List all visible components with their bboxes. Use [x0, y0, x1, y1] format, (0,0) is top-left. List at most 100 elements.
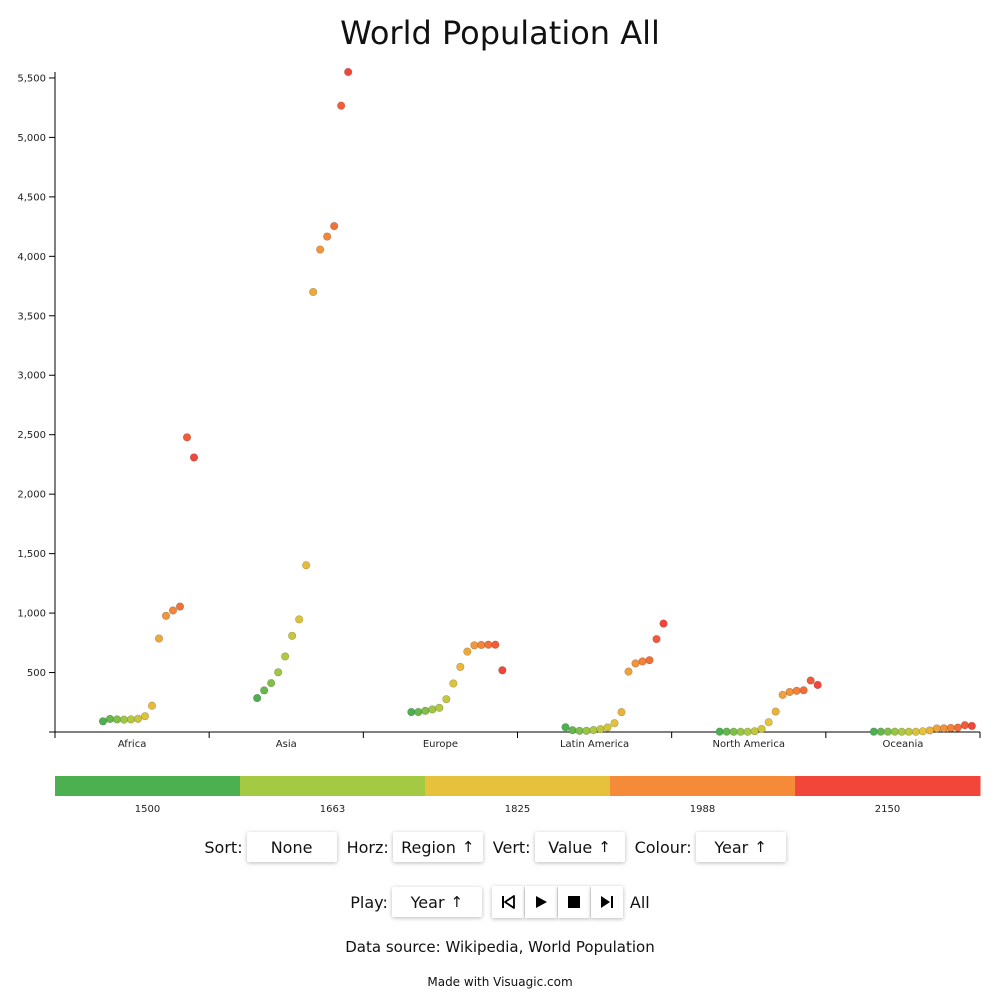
- axes: 500 1,000 1,500 2,000 2,500 3,000 3,500 4,000 4,…: [17, 72, 981, 750]
- data-point[interactable]: [428, 705, 437, 714]
- data-point[interactable]: [463, 647, 472, 656]
- vert-dropdown[interactable]: Value ↑: [534, 832, 625, 862]
- data-point[interactable]: [112, 715, 122, 724]
- data-point[interactable]: [442, 695, 451, 704]
- legend-swatch: [240, 776, 426, 796]
- data-point[interactable]: [414, 707, 423, 717]
- data-point[interactable]: [932, 724, 941, 733]
- data-point[interactable]: [456, 662, 465, 672]
- data-point[interactable]: [792, 686, 801, 695]
- data-point[interactable]: [757, 724, 766, 734]
- data-point[interactable]: [722, 727, 731, 736]
- data-point[interactable]: [449, 679, 458, 688]
- data-point[interactable]: [435, 703, 444, 712]
- colour-dropdown[interactable]: Year ↑: [695, 832, 786, 862]
- data-point[interactable]: [743, 727, 752, 736]
- stop-button[interactable]: [557, 886, 590, 918]
- vert-value: Value: [548, 837, 593, 857]
- data-point[interactable]: [182, 433, 192, 442]
- data-point[interactable]: [589, 725, 598, 735]
- data-point[interactable]: [771, 707, 780, 716]
- sort-dropdown[interactable]: None: [246, 832, 337, 862]
- data-point[interactable]: [168, 606, 178, 615]
- data-point[interactable]: [925, 726, 934, 735]
- data-point[interactable]: [869, 727, 878, 736]
- data-point[interactable]: [659, 619, 668, 628]
- chart-title: World Population All: [340, 14, 660, 52]
- data-point[interactable]: [189, 453, 199, 462]
- data-point[interactable]: [154, 634, 164, 643]
- data-point[interactable]: [883, 727, 892, 736]
- data-point[interactable]: [126, 715, 136, 724]
- data-point[interactable]: [140, 712, 150, 721]
- data-point[interactable]: [645, 656, 654, 665]
- data-point[interactable]: [421, 706, 430, 715]
- data-point[interactable]: [498, 666, 507, 675]
- play-button[interactable]: [524, 886, 557, 918]
- data-point[interactable]: [295, 615, 304, 624]
- data-point[interactable]: [729, 727, 738, 736]
- data-point[interactable]: [715, 727, 724, 736]
- data-point[interactable]: [596, 725, 605, 734]
- data-point[interactable]: [960, 721, 969, 730]
- data-point[interactable]: [302, 561, 311, 570]
- data-point[interactable]: [133, 714, 143, 723]
- data-point[interactable]: [274, 668, 283, 677]
- data-point[interactable]: [638, 657, 647, 666]
- data-point[interactable]: [330, 222, 339, 231]
- data-point[interactable]: [806, 676, 815, 685]
- data-point[interactable]: [407, 707, 416, 717]
- data-point[interactable]: [799, 686, 808, 695]
- data-point[interactable]: [260, 686, 269, 695]
- data-point[interactable]: [582, 726, 591, 735]
- data-point[interactable]: [750, 727, 759, 736]
- data-point[interactable]: [764, 718, 773, 727]
- data-point[interactable]: [491, 640, 500, 649]
- data-point[interactable]: [897, 727, 906, 736]
- data-point[interactable]: [610, 719, 619, 728]
- data-point[interactable]: [175, 602, 185, 611]
- data-point[interactable]: [477, 640, 486, 650]
- data-point[interactable]: [281, 652, 290, 661]
- data-point[interactable]: [617, 708, 626, 717]
- data-point[interactable]: [652, 635, 661, 644]
- data-point[interactable]: [813, 680, 822, 690]
- data-point[interactable]: [624, 667, 633, 676]
- data-point[interactable]: [568, 726, 577, 735]
- data-point[interactable]: [785, 687, 794, 697]
- data-point[interactable]: [561, 723, 570, 732]
- data-point[interactable]: [876, 727, 885, 736]
- data-point[interactable]: [736, 727, 745, 736]
- skip-to-start-button[interactable]: [491, 886, 524, 918]
- data-point[interactable]: [316, 245, 325, 254]
- data-point[interactable]: [323, 232, 332, 241]
- data-point[interactable]: [309, 287, 318, 297]
- data-point[interactable]: [98, 717, 108, 726]
- horz-dropdown[interactable]: Region ↑: [392, 832, 483, 862]
- data-point[interactable]: [288, 631, 297, 640]
- data-point[interactable]: [267, 679, 276, 688]
- data-point[interactable]: [967, 721, 976, 731]
- data-point[interactable]: [105, 714, 115, 724]
- skip-to-end-button[interactable]: [590, 886, 623, 918]
- data-point[interactable]: [890, 727, 899, 736]
- play-dropdown[interactable]: Year ↑: [391, 887, 482, 917]
- data-point[interactable]: [918, 727, 927, 736]
- data-point[interactable]: [778, 690, 787, 699]
- data-point[interactable]: [161, 611, 171, 620]
- data-point[interactable]: [470, 641, 479, 650]
- data-point[interactable]: [904, 727, 913, 736]
- data-point[interactable]: [946, 723, 955, 733]
- data-point[interactable]: [119, 715, 129, 724]
- data-point[interactable]: [344, 67, 353, 77]
- data-point[interactable]: [337, 101, 346, 110]
- data-point[interactable]: [631, 659, 640, 668]
- data-point[interactable]: [911, 727, 920, 736]
- data-point[interactable]: [484, 640, 493, 649]
- data-point[interactable]: [253, 694, 262, 703]
- data-point[interactable]: [953, 723, 962, 732]
- data-point[interactable]: [575, 726, 584, 735]
- data-point[interactable]: [603, 723, 612, 732]
- data-point[interactable]: [147, 701, 157, 710]
- data-point[interactable]: [939, 724, 948, 733]
